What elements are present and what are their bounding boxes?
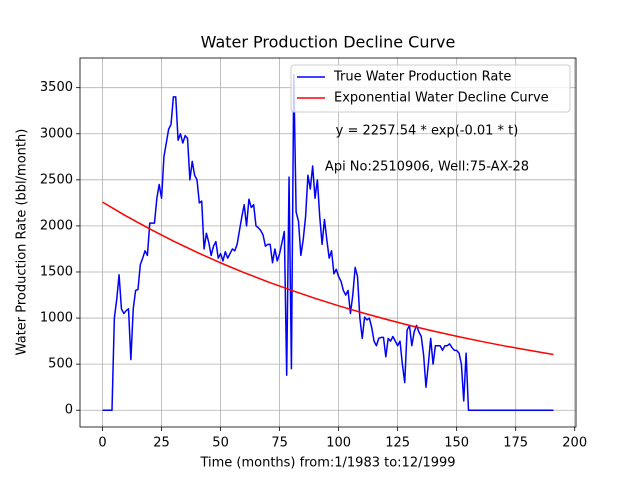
y-tick-label: 2000 (40, 218, 73, 233)
x-tick-label: 175 (503, 436, 528, 451)
chart-title: Water Production Decline Curve (201, 33, 456, 52)
x-tick-label: 125 (385, 436, 410, 451)
plot-frame (79, 57, 577, 428)
x-tick-label: 50 (212, 436, 229, 451)
y-axis-label: Water Production Rate (bbl/month) (15, 129, 30, 356)
legend-label: Exponential Water Decline Curve (334, 91, 549, 106)
x-tick-label: 150 (444, 436, 469, 451)
x-tick-label: 25 (153, 436, 170, 451)
series-line (102, 201, 554, 356)
y-tick-label: 1500 (40, 264, 73, 279)
annotation: y = 2257.54 * exp(-0.01 * t) (336, 124, 519, 139)
y-tick-label: 3500 (40, 80, 73, 95)
x-tick-label: 75 (271, 436, 288, 451)
x-axis-label: Time (months) from:1/1983 to:12/1999 (199, 456, 455, 471)
x-tick-label: 200 (562, 436, 587, 451)
series-line (102, 74, 554, 411)
y-tick-label: 0 (65, 403, 73, 418)
annotation: Api No:2510906, Well:75-AX-28 (325, 160, 529, 175)
y-tick-label: 3000 (40, 126, 73, 141)
y-tick-label: 2500 (40, 172, 73, 187)
y-tick-label: 500 (48, 357, 73, 372)
x-tick-label: 0 (98, 436, 106, 451)
legend-label: True Water Production Rate (333, 70, 511, 85)
legend-box (290, 64, 571, 113)
y-tick-label: 1000 (40, 311, 73, 326)
x-tick-label: 100 (326, 436, 351, 451)
